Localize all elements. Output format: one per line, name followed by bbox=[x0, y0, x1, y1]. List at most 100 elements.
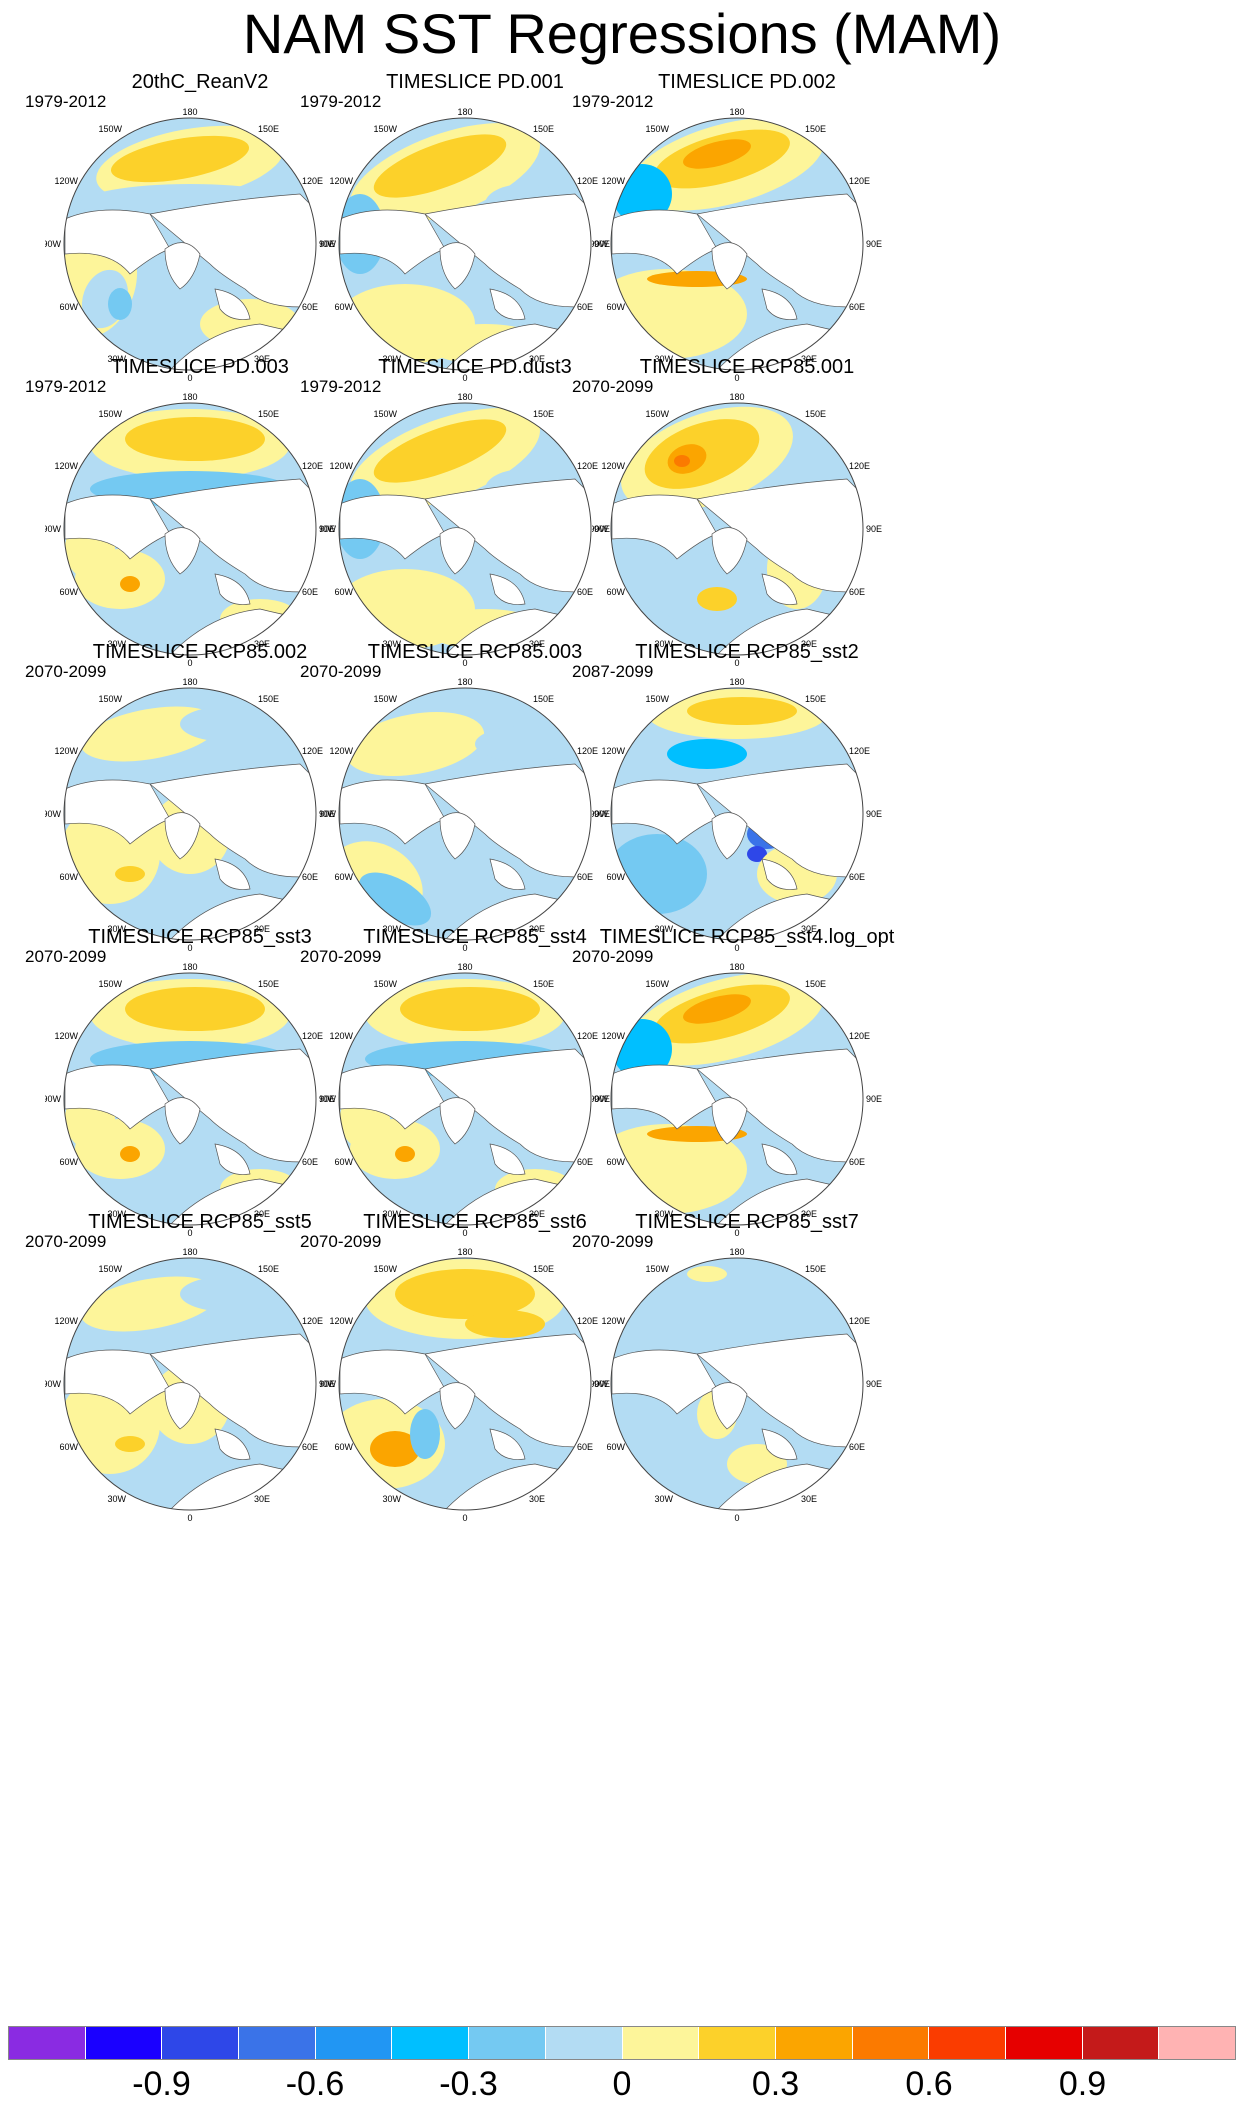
lon-label-30w: 30W bbox=[107, 1494, 126, 1504]
lon-label-90w: 90W bbox=[592, 1094, 608, 1104]
lon-label-90w: 90W bbox=[592, 239, 608, 249]
lon-label-120w: 120W bbox=[329, 461, 353, 471]
map-panel: TIMESLICE RCP85.0022070-2099180090W90E15… bbox=[0, 640, 414, 1022]
panel-period: 2070-2099 bbox=[300, 662, 382, 681]
lon-label-60e: 60E bbox=[849, 1442, 865, 1452]
lon-label-90e: 90E bbox=[866, 809, 882, 819]
polar-map: 180090W90E150W150E120W120E60W60E30W30E bbox=[45, 962, 335, 1238]
lon-label-150w: 150W bbox=[98, 1264, 122, 1274]
lon-label-30w: 30W bbox=[654, 639, 673, 649]
lon-label-180: 180 bbox=[729, 392, 744, 402]
colorbar-swatch bbox=[9, 2027, 85, 2059]
lon-label-30e: 30E bbox=[254, 1494, 270, 1504]
panel-period: 2087-2099 bbox=[572, 662, 654, 681]
panel-period: 2070-2099 bbox=[572, 947, 654, 966]
figure-title: NAM SST Regressions (MAM) bbox=[242, 2, 1002, 65]
lon-label-120e: 120E bbox=[577, 1031, 598, 1041]
panel-period: 1979-2012 bbox=[300, 92, 382, 111]
lon-label-90e: 90E bbox=[594, 809, 610, 819]
sst-field bbox=[64, 688, 316, 940]
polar-map: 180090W90E150W150E120W120E60W60E30W30E bbox=[45, 392, 335, 668]
lon-label-90e: 90E bbox=[319, 1379, 335, 1389]
lon-label-0: 0 bbox=[462, 1513, 467, 1523]
lon-label-30e: 30E bbox=[801, 354, 817, 364]
lon-label-150e: 150E bbox=[805, 1264, 826, 1274]
lon-label-180: 180 bbox=[457, 1247, 472, 1257]
lon-label-90w: 90W bbox=[45, 809, 61, 819]
lon-label-30w: 30W bbox=[382, 639, 401, 649]
lon-label-60w: 60W bbox=[334, 587, 353, 597]
lon-label-120w: 120W bbox=[329, 1031, 353, 1041]
lon-label-150w: 150W bbox=[98, 694, 122, 704]
lon-label-120w: 120W bbox=[601, 1316, 625, 1326]
panel-period: 2070-2099 bbox=[300, 947, 382, 966]
lon-label-120w: 120W bbox=[601, 176, 625, 186]
lon-label-180: 180 bbox=[182, 1247, 197, 1257]
lon-label-60w: 60W bbox=[334, 302, 353, 312]
map-panel: TIMESLICE RCP85_sst42070-2099180090W90E1… bbox=[275, 925, 689, 1307]
lon-label-0: 0 bbox=[462, 373, 467, 383]
lon-label-60e: 60E bbox=[302, 302, 318, 312]
lon-label-180: 180 bbox=[457, 107, 472, 117]
colorbar-swatch bbox=[698, 2027, 775, 2059]
colorbar-tick-label: -0.6 bbox=[285, 2065, 345, 2103]
colorbar-tick-label: 0.6 bbox=[905, 2065, 953, 2103]
panel-period: 1979-2012 bbox=[300, 377, 382, 396]
map-panel: TIMESLICE RCP85_sst4.log_opt 2070-2099 180… bbox=[547, 925, 961, 1307]
lon-label-0: 0 bbox=[734, 373, 739, 383]
lon-label-120w: 120W bbox=[329, 746, 353, 756]
lon-label-180: 180 bbox=[182, 107, 197, 117]
lon-label-90e: 90E bbox=[594, 1379, 610, 1389]
lon-label-120w: 120W bbox=[329, 1316, 353, 1326]
lon-label-120w: 120W bbox=[54, 1031, 78, 1041]
lon-label-120w: 120W bbox=[601, 1031, 625, 1041]
polar-map: 180090W90E150W150E120W120E60W60E30W30E bbox=[320, 1247, 610, 1523]
panel-period: 2070-2099 bbox=[25, 947, 107, 966]
lon-label-30e: 30E bbox=[254, 354, 270, 364]
lon-label-60w: 60W bbox=[59, 872, 78, 882]
map-panel: TIMESLICE RCP85_sst22087-2099180090W90E1… bbox=[547, 640, 961, 1022]
lon-label-90w: 90W bbox=[592, 524, 608, 534]
panel-title: TIMESLICE RCP85_sst7 bbox=[635, 1211, 859, 1233]
lon-label-90w: 90W bbox=[45, 524, 61, 534]
lon-label-60w: 60W bbox=[606, 587, 625, 597]
colorbar-swatch bbox=[161, 2027, 239, 2059]
lon-label-180: 180 bbox=[182, 392, 197, 402]
lon-label-90w: 90W bbox=[320, 1094, 336, 1104]
lon-label-30e: 30E bbox=[801, 924, 817, 934]
lon-label-60w: 60W bbox=[59, 587, 78, 597]
lon-label-90e: 90E bbox=[866, 1379, 882, 1389]
lon-label-150w: 150W bbox=[645, 694, 669, 704]
lon-label-150w: 150W bbox=[373, 979, 397, 989]
lon-label-0: 0 bbox=[462, 658, 467, 668]
lon-label-180: 180 bbox=[729, 1247, 744, 1257]
lon-label-90w: 90W bbox=[45, 239, 61, 249]
polar-map: 180090W90E150W150E120W120E60W60E30W30E bbox=[592, 962, 882, 1238]
lon-label-120e: 120E bbox=[577, 176, 598, 186]
panel-title: TIMESLICE PD.dust3 bbox=[378, 356, 572, 378]
lon-label-30w: 30W bbox=[382, 924, 401, 934]
sst-field bbox=[64, 403, 316, 655]
map-panel: TIMESLICE RCP85_sst52070-2099180090W90E1… bbox=[0, 1210, 414, 1592]
lon-label-90e: 90E bbox=[319, 239, 335, 249]
lon-label-90w: 90W bbox=[320, 809, 336, 819]
lon-label-120e: 120E bbox=[577, 746, 598, 756]
map-panel: TIMESLICE RCP85.0012070-2099180090W90E15… bbox=[547, 355, 961, 737]
colorbar-tick-label: -0.9 bbox=[132, 2065, 191, 2103]
map-panel: TIMESLICE RCP85_sst32070-2099180090W90E1… bbox=[0, 925, 414, 1307]
lon-label-30w: 30W bbox=[654, 1494, 673, 1504]
panel-title: TIMESLICE RCP85.001 bbox=[639, 356, 855, 378]
map-panel: 20thC_ReanV21979-2012180090W90E150W150E1… bbox=[0, 70, 414, 452]
lon-label-180: 180 bbox=[457, 962, 472, 972]
colorbar-swatch bbox=[1081, 2027, 1159, 2059]
panel-title: TIMESLICE RCP85_sst4 bbox=[363, 926, 587, 948]
lon-label-150w: 150W bbox=[98, 979, 122, 989]
lon-label-150w: 150W bbox=[373, 409, 397, 419]
map-panel: TIMESLICE RCP85_sst62070-2099180090W90E1… bbox=[275, 1210, 689, 1592]
panel-title: TIMESLICE RCP85_sst3 bbox=[88, 926, 312, 948]
panel-title: TIMESLICE RCP85_sst5 bbox=[88, 1211, 312, 1233]
panel-period: 1979-2012 bbox=[572, 92, 654, 111]
sst-field bbox=[339, 118, 591, 370]
colorbar-swatch bbox=[238, 2027, 315, 2059]
polar-map: 180090W90E150W150E120W120E60W60E30W30E bbox=[320, 107, 610, 383]
